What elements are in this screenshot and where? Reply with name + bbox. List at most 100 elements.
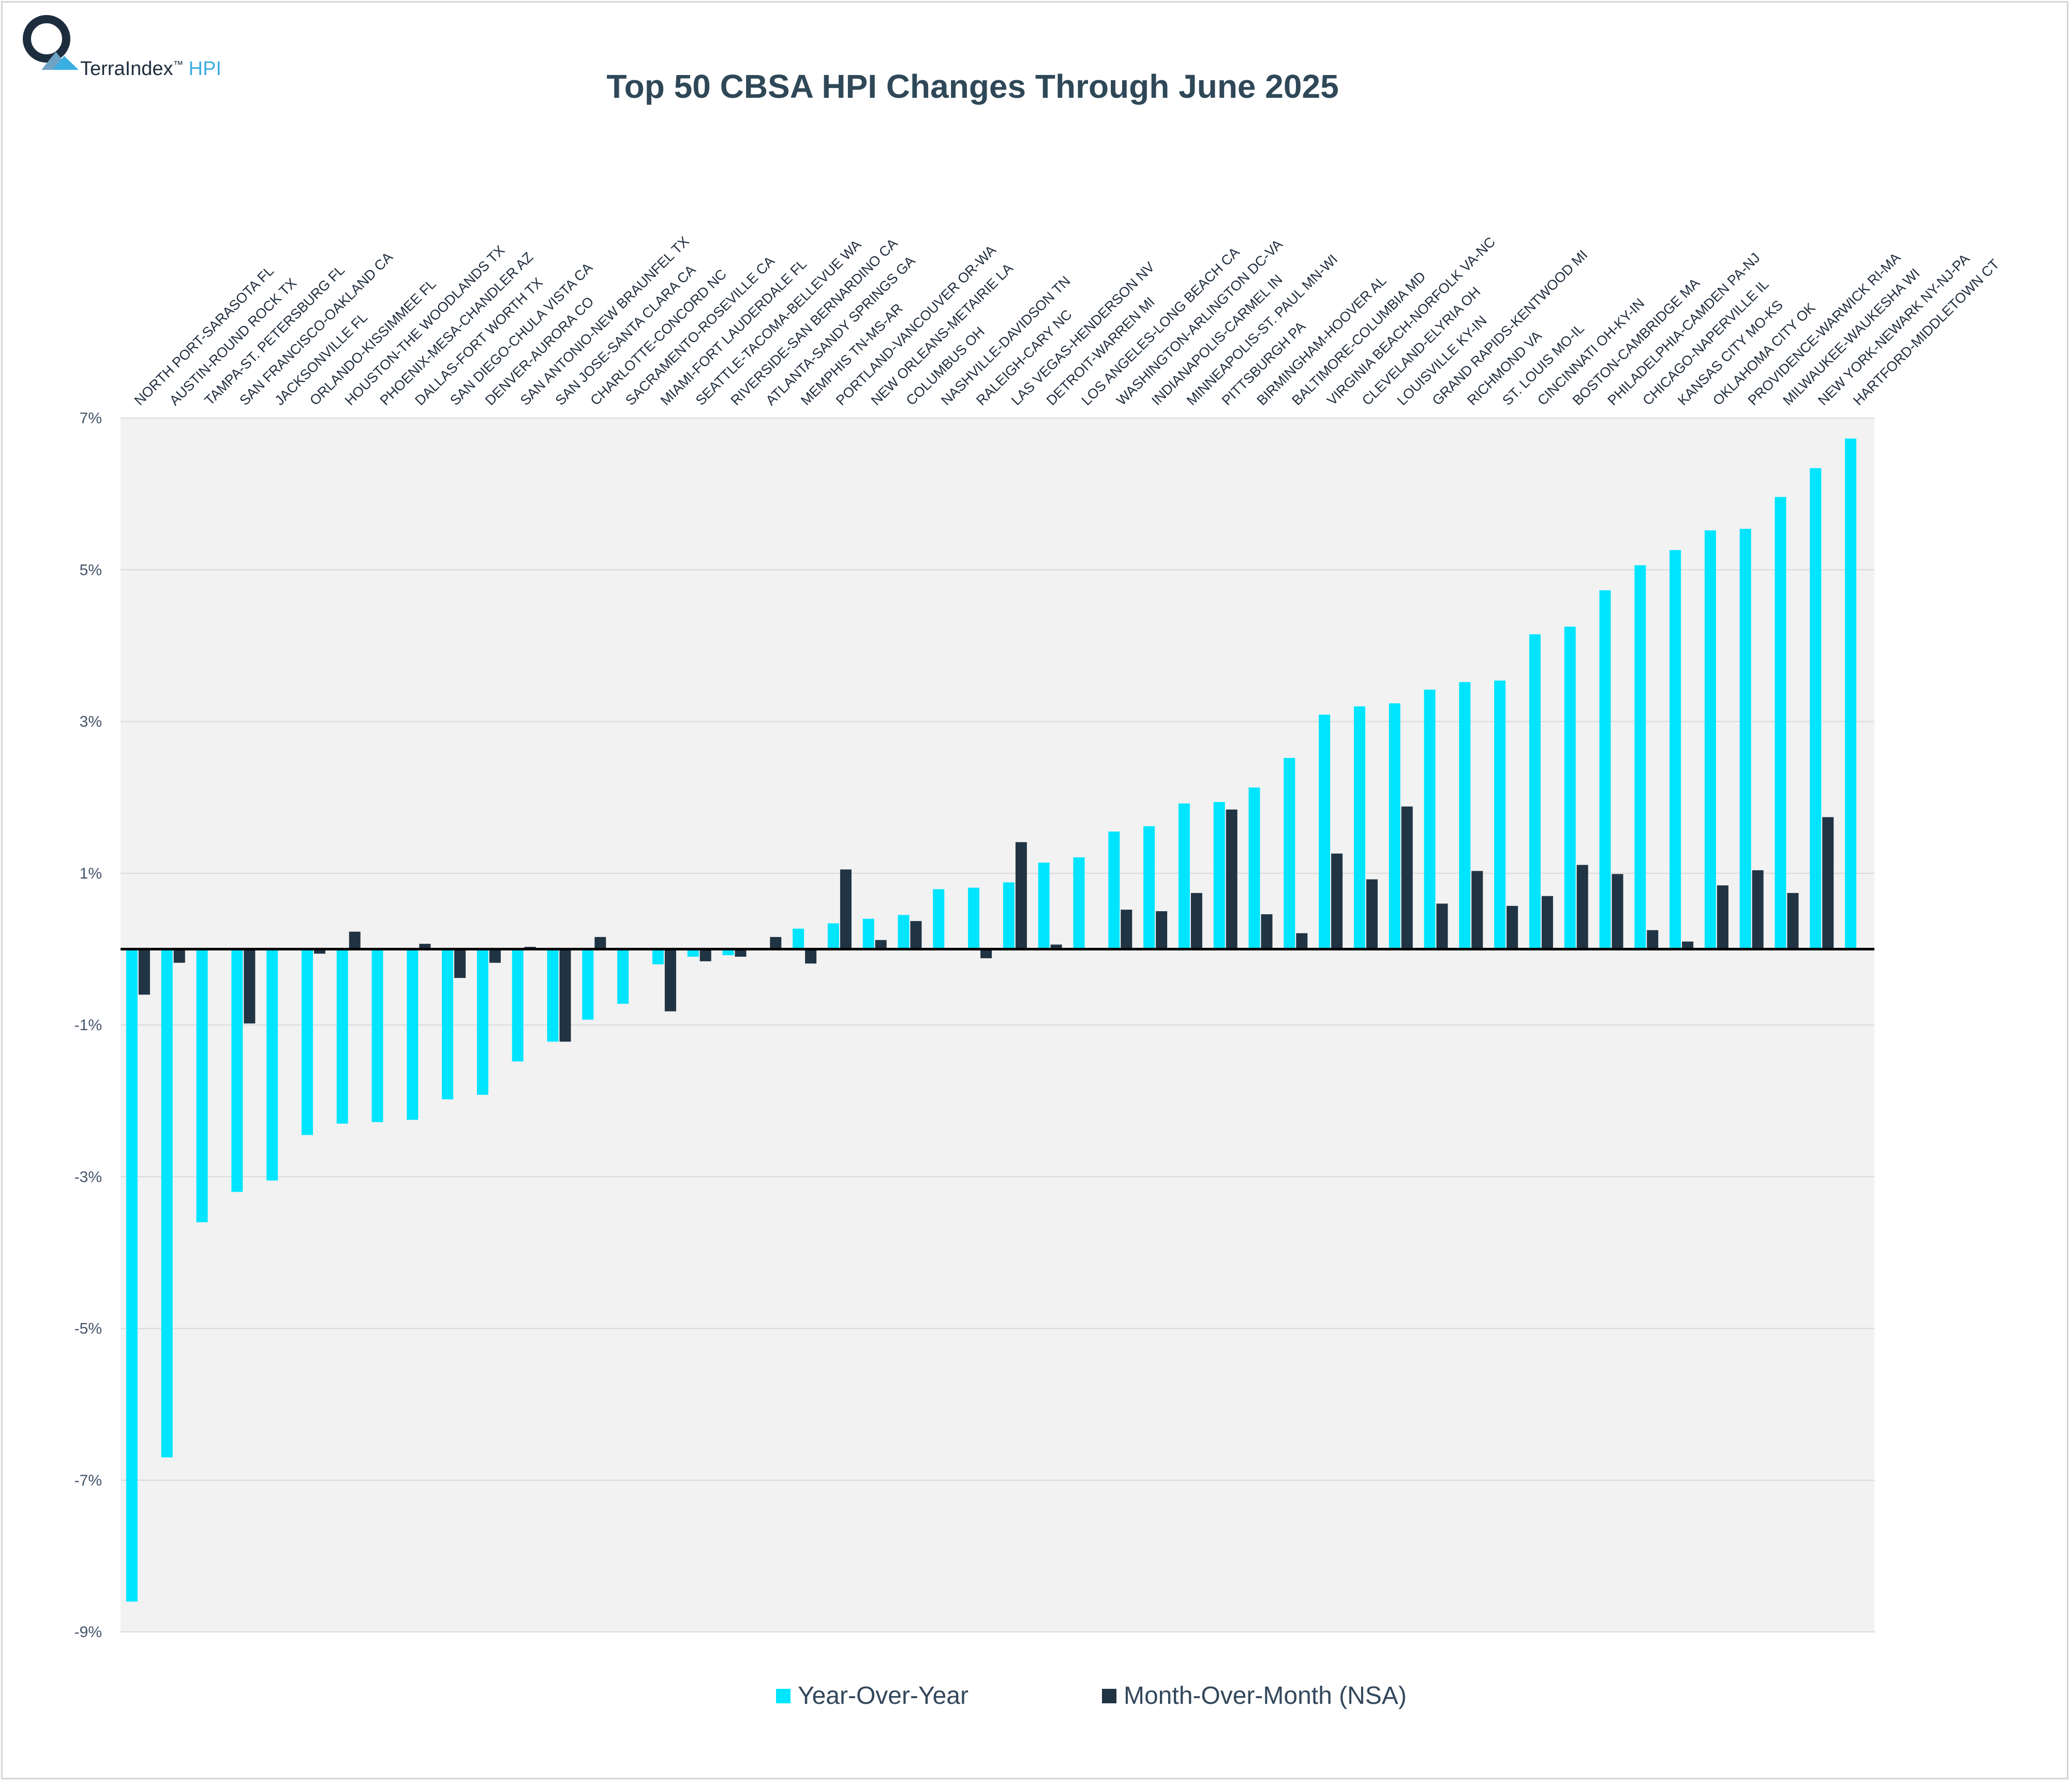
legend-label-mom: Month-Over-Month (NSA) <box>1124 1682 1407 1710</box>
bar-mom <box>1787 893 1799 949</box>
bar-yoy <box>1564 627 1576 949</box>
bar-mom <box>559 949 571 1042</box>
bar-mom <box>1366 879 1378 949</box>
bar-yoy <box>1494 680 1506 949</box>
bar-yoy <box>1775 497 1786 949</box>
bar-mom <box>1682 941 1694 949</box>
bar-yoy <box>1634 565 1646 949</box>
bar-yoy <box>1459 682 1471 949</box>
bar-yoy <box>1704 530 1716 949</box>
bar-mom <box>699 949 711 961</box>
bar-yoy <box>1389 703 1400 949</box>
bar-yoy <box>687 949 699 957</box>
bar-mom <box>1576 865 1588 949</box>
y-tick-label: 1% <box>80 865 102 882</box>
terraindex-logo-icon <box>23 15 79 70</box>
bar-yoy <box>933 889 945 949</box>
bar-yoy <box>512 949 524 1062</box>
bar-yoy <box>1143 826 1155 949</box>
x-tick-label: NEW YORK-NEWARK NY-NJ-PA <box>1815 251 1972 408</box>
bar-mom <box>1015 842 1027 949</box>
bar-mom <box>349 931 361 949</box>
logo: TerraIndex™ HPI <box>21 10 238 80</box>
bar-yoy <box>1319 715 1331 949</box>
bar-yoy <box>652 949 664 964</box>
legend-swatch-mom <box>1102 1688 1116 1703</box>
bar-mom <box>805 949 817 964</box>
y-tick-label: 3% <box>80 714 102 731</box>
bar-mom <box>735 949 747 957</box>
y-tick-label: -1% <box>74 1017 102 1034</box>
y-tick-label: -5% <box>74 1320 102 1338</box>
bar-yoy <box>1424 689 1436 949</box>
chart-title: Top 50 CBSA HPI Changes Through June 202… <box>606 68 1339 105</box>
bar-mom <box>910 921 922 949</box>
bar-mom <box>1612 874 1623 949</box>
bar-yoy <box>862 918 874 949</box>
bar-mom <box>454 949 466 978</box>
bar-yoy <box>1108 831 1120 949</box>
bar-mom <box>1471 871 1483 949</box>
bar-yoy <box>336 949 348 1124</box>
y-tick-label: -7% <box>74 1472 102 1489</box>
bar-yoy <box>1003 882 1015 949</box>
logo-trademark: ™ <box>173 59 184 71</box>
bar-mom <box>1717 885 1728 949</box>
bar-yoy <box>1599 590 1611 949</box>
bar-mom <box>770 937 782 949</box>
plot-area: 7%5%3%1%-1%-3%-5%-7%-9%NORTH PORT-SARASO… <box>74 233 2003 1641</box>
bar-yoy <box>1739 529 1751 949</box>
bar-mom <box>1050 944 1062 949</box>
bar-yoy <box>617 949 629 1004</box>
bar-yoy <box>1353 706 1365 949</box>
bar-mom <box>875 940 887 949</box>
bar-mom <box>980 949 992 958</box>
bar-yoy <box>547 949 559 1042</box>
bar-yoy <box>793 928 804 949</box>
bar-yoy <box>126 949 138 1602</box>
bar-yoy <box>1213 801 1225 949</box>
bar-yoy <box>968 887 980 949</box>
bar-yoy <box>722 949 734 956</box>
bar-yoy <box>1529 634 1541 949</box>
bar-mom <box>419 944 431 949</box>
x-tick-label: MILWAUKEE-WAUKESHA WI <box>1780 265 1923 408</box>
bar-yoy <box>1669 550 1681 949</box>
bar-mom <box>840 869 852 949</box>
bar-mom <box>1296 933 1308 949</box>
bar-mom <box>314 949 325 954</box>
legend-label-yoy: Year-Over-Year <box>798 1682 968 1710</box>
bar-yoy <box>161 949 173 1458</box>
logo-brand: TerraIndex <box>80 58 173 80</box>
bar-mom <box>1647 930 1659 949</box>
bar-yoy <box>1248 788 1260 949</box>
bar-mom <box>138 949 150 995</box>
bar-yoy <box>476 949 488 1095</box>
bar-mom <box>1156 911 1168 949</box>
bar-mom <box>594 937 606 949</box>
bar-yoy <box>266 949 278 1181</box>
bar-yoy <box>407 949 419 1120</box>
bar-mom <box>1261 914 1273 949</box>
bar-yoy <box>231 949 243 1192</box>
y-tick-label: 7% <box>80 410 102 427</box>
bar-yoy <box>371 949 383 1122</box>
bar-mom <box>1226 809 1238 949</box>
bar-mom <box>244 949 256 1024</box>
bar-mom <box>1121 910 1132 949</box>
bar-mom <box>489 949 501 963</box>
bar-mom <box>1190 893 1202 949</box>
bar-mom <box>1331 853 1343 949</box>
bar-mom <box>664 949 676 1012</box>
bar-yoy <box>196 949 208 1223</box>
legend-swatch-yoy <box>776 1688 791 1703</box>
legend-item-yoy: Year-Over-Year <box>776 1682 968 1710</box>
bar-yoy <box>1284 757 1295 949</box>
bar-yoy <box>582 949 594 1020</box>
bar-yoy <box>442 949 454 1099</box>
bar-mom <box>1541 896 1553 949</box>
legend-item-mom: Month-Over-Month (NSA) <box>1102 1682 1407 1710</box>
logo-text: TerraIndex™ HPI <box>80 58 221 80</box>
bar-yoy <box>827 923 839 949</box>
